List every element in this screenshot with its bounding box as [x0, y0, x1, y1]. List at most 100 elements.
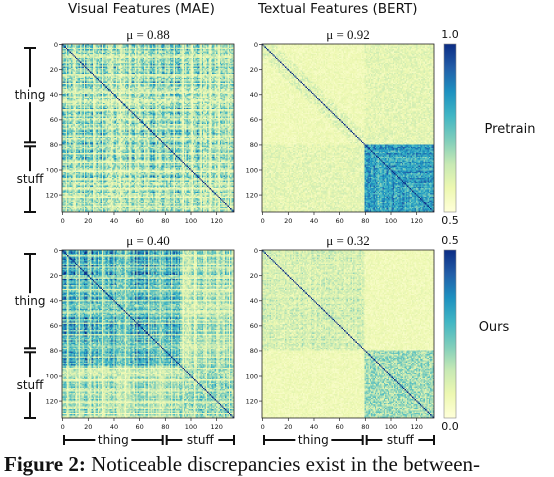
- x-tick-label: 0: [61, 423, 65, 431]
- bracket-label-bg: [10, 293, 50, 309]
- x-tick-label: 60: [136, 423, 144, 431]
- panel-title: μ = 0.88: [126, 27, 170, 42]
- x-tick-label: 40: [310, 217, 318, 225]
- panel-title: μ = 0.32: [326, 233, 370, 248]
- bracket-label-bg: [295, 432, 332, 447]
- heatmap-frame: [61, 249, 235, 419]
- bracket-label: thing: [15, 294, 46, 308]
- y-tick-label: 0: [54, 247, 58, 255]
- x-tick-label: 40: [310, 423, 318, 431]
- x-tick-label: 40: [110, 217, 118, 225]
- x-tick-label: 0: [61, 217, 65, 225]
- bracket-thing-col2: thing: [263, 432, 364, 447]
- heatmap-panel-ours-visual: μ = 0.40 0 20 40 60 80 100 120 0 20 40 60 80 100 120: [46, 233, 235, 431]
- bracket-thing-row2: thing: [10, 253, 50, 350]
- y-tick-label: 120: [46, 397, 58, 405]
- heatmap-image: [62, 250, 234, 418]
- y-tick-label: 40: [50, 91, 58, 99]
- heatmap-panel-ours-textual: μ = 0.32 0 20 40 60 80 100 120 0 20 40 60 80 100 120: [246, 233, 435, 431]
- bracket-label-bg: [382, 432, 419, 447]
- column-title-visual: Visual Features (MAE): [68, 1, 215, 17]
- y-tick-label: 60: [50, 116, 58, 124]
- y-tick-label: 40: [250, 91, 258, 99]
- heatmap-panel-pretrain-visual: μ = 0.88 0 20 40 60 80 100 120 0 20 40 60 80 100 120: [46, 27, 235, 225]
- bracket-label: thing: [15, 88, 46, 102]
- x-tick-label: 60: [336, 423, 344, 431]
- y-tick-label: 20: [250, 272, 258, 280]
- x-tick-label: 0: [261, 423, 265, 431]
- bracket-label: stuff: [187, 433, 215, 447]
- y-tick-label: 20: [250, 66, 258, 74]
- x-tick-label: 40: [110, 423, 118, 431]
- bracket-thing-col1: thing: [63, 432, 164, 447]
- bracket-label-bg: [95, 432, 132, 447]
- y-tick-label: 40: [50, 297, 58, 305]
- bracket-label: thing: [98, 433, 129, 447]
- x-tick-label: 100: [185, 217, 197, 225]
- caption-text: Noticeable discrepancies exist in the be…: [91, 452, 481, 476]
- heatmap-figure: μ = 0.880 20 40 60 80 100 120020406080100120μ …: [10, 27, 536, 447]
- y-tick-label: 120: [246, 397, 258, 405]
- colorbar: [443, 249, 457, 419]
- colorbar: [443, 43, 457, 213]
- y-tick-label: 80: [250, 347, 258, 355]
- heatmap-frame: [61, 43, 235, 213]
- bracket-label-bg: [10, 171, 50, 187]
- x-tick-label: 60: [136, 217, 144, 225]
- y-tick-label: 20: [50, 66, 58, 74]
- x-tick-label: 20: [284, 423, 292, 431]
- x-tick-label: 80: [361, 217, 369, 225]
- colorbar-max-label: 0.5: [441, 234, 459, 247]
- y-tick-label: 40: [250, 297, 258, 305]
- y-tick-label: 100: [246, 372, 258, 380]
- colorbar-max-label: 1.0: [441, 28, 459, 41]
- x-tick-label: 120: [210, 217, 222, 225]
- caption-label: Figure 2:: [4, 452, 86, 476]
- colorbar-min-label: 0.0: [441, 420, 459, 433]
- y-tick-label: 80: [50, 347, 58, 355]
- y-tick-label: 120: [246, 191, 258, 199]
- panel-title: μ = 0.92: [326, 27, 370, 42]
- y-tick-label: 80: [250, 141, 258, 149]
- heatmap-image: [262, 250, 434, 418]
- y-tick-label: 60: [250, 322, 258, 330]
- y-tick-label: 60: [50, 322, 58, 330]
- y-tick-label: 0: [254, 41, 258, 49]
- colorbar-bottom: 0.5 0.0: [441, 234, 459, 433]
- caption: Figure 2: Noticeable discrepancies exist…: [4, 452, 480, 477]
- heatmap-frame: [261, 43, 435, 213]
- bracket-label-bg: [10, 377, 50, 393]
- x-tick-label: 100: [385, 217, 397, 225]
- row-label-ours: Ours: [479, 320, 510, 335]
- y-tick-label: 60: [250, 116, 258, 124]
- heatmap-image: [62, 44, 234, 212]
- x-tick-label: 80: [161, 423, 169, 431]
- bracket-label-bg: [10, 87, 50, 103]
- x-tick-label: 20: [84, 423, 92, 431]
- y-tick-label: 80: [50, 141, 58, 149]
- heatmap-frame: [261, 249, 435, 419]
- x-tick-label: 120: [410, 217, 422, 225]
- x-tick-label: 60: [336, 217, 344, 225]
- x-tick-label: 120: [410, 423, 422, 431]
- x-tick-label: 0: [261, 217, 265, 225]
- bracket-label: thing: [298, 433, 329, 447]
- heatmap-panel-pretrain-textual: μ = 0.92 0 20 40 60 80 100 120 0 20 40 60 80 100 120: [246, 27, 435, 225]
- y-tick-label: 0: [254, 247, 258, 255]
- column-title-textual: Textual Features (BERT): [258, 1, 418, 17]
- y-tick-label: 20: [50, 272, 58, 280]
- colorbar-min-label: 0.5: [441, 214, 459, 227]
- x-tick-label: 100: [185, 423, 197, 431]
- x-tick-label: 80: [361, 423, 369, 431]
- bracket-stuff-row1: stuff: [10, 145, 50, 213]
- x-tick-label: 120: [210, 423, 222, 431]
- x-tick-label: 20: [284, 217, 292, 225]
- y-tick-label: 100: [46, 372, 58, 380]
- bracket-stuff-row2: stuff: [10, 351, 50, 419]
- y-tick-label: 120: [46, 191, 58, 199]
- x-tick-label: 100: [385, 423, 397, 431]
- y-tick-label: 100: [46, 166, 58, 174]
- bracket-label: stuff: [17, 172, 45, 186]
- bracket-label-bg: [182, 432, 219, 447]
